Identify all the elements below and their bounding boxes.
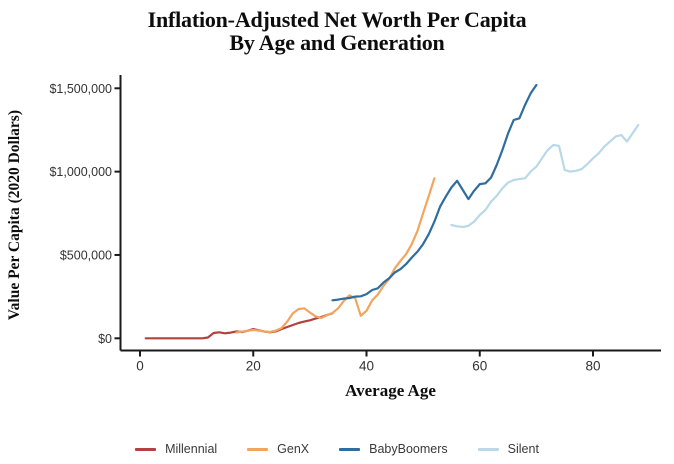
x-tick-label: 40 bbox=[359, 359, 374, 374]
legend-swatch-babyboomers bbox=[339, 447, 361, 451]
x-tick-label: 0 bbox=[136, 359, 144, 374]
legend-item-genx: GenX bbox=[247, 442, 309, 456]
series-line-genx bbox=[235, 177, 436, 334]
legend: Millennial GenX BabyBoomers Silent bbox=[0, 442, 674, 456]
y-tick-label: $0 bbox=[98, 332, 112, 346]
legend-swatch-silent bbox=[477, 447, 499, 451]
chart-title-line1: Inflation-Adjusted Net Worth Per Capita bbox=[147, 7, 527, 32]
legend-item-babyboomers: BabyBoomers bbox=[339, 442, 448, 456]
series-line-silent bbox=[450, 123, 640, 229]
y-tick-label: $500,000 bbox=[60, 248, 112, 262]
x-tick-label: 80 bbox=[585, 359, 600, 374]
series-line-babyboomers bbox=[331, 83, 538, 302]
chart-title-line2: By Age and Generation bbox=[229, 29, 445, 55]
legend-item-millennial: Millennial bbox=[135, 442, 217, 456]
x-tick-label: 20 bbox=[246, 359, 261, 374]
legend-swatch-millennial bbox=[135, 447, 157, 451]
legend-label: BabyBoomers bbox=[369, 442, 448, 456]
legend-label: GenX bbox=[277, 442, 310, 456]
y-tick-label: $1,000,000 bbox=[49, 165, 112, 179]
series-line-millennial bbox=[144, 312, 334, 340]
legend-label: Silent bbox=[507, 442, 539, 456]
y-tick-label: $1,500,000 bbox=[49, 82, 112, 96]
legend-item-silent: Silent bbox=[477, 442, 539, 456]
chart-title: Inflation-Adjusted Net Worth Per Capita … bbox=[0, 7, 674, 55]
legend-label: Millennial bbox=[165, 442, 218, 456]
x-tick-label: 60 bbox=[472, 359, 487, 374]
legend-swatch-genx bbox=[247, 447, 269, 451]
x-axis-label: Average Age bbox=[345, 381, 436, 400]
